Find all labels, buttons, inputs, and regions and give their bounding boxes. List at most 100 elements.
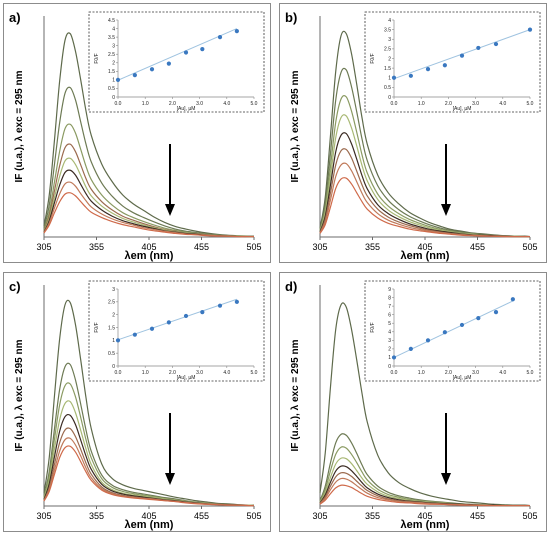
inset-x-tick-label: 4.0	[499, 370, 506, 376]
emission-series-line	[319, 95, 531, 238]
emission-series-line	[43, 427, 255, 507]
inset-data-point	[442, 330, 447, 335]
emission-series-line	[319, 465, 530, 507]
inset-data-point	[234, 299, 239, 304]
x-tick-label: 505	[246, 511, 261, 521]
panel-label: d)	[285, 279, 297, 294]
x-tick-label: 505	[246, 242, 261, 252]
inset-y-axis-label: F0/F	[370, 53, 376, 63]
emission-series-line	[43, 445, 255, 507]
inset-data-point	[149, 326, 155, 331]
inset-data-point	[115, 338, 121, 343]
inset-data-point	[459, 322, 465, 328]
x-tick-label: 455	[470, 511, 485, 521]
inset-x-tick-label: 0.0	[391, 370, 398, 376]
inset-x-tick-label: 0.0	[115, 370, 122, 376]
inset-x-axis-label: [Au], µM	[177, 375, 196, 381]
inset-y-tick-label: 2.5	[108, 52, 115, 58]
inset-y-tick-label: 0.5	[108, 351, 115, 357]
inset-data-point	[510, 297, 515, 302]
inset-x-tick-label: 4.0	[223, 101, 230, 107]
inset-data-point	[391, 355, 397, 360]
x-tick-label: 405	[141, 511, 156, 521]
inset-y-tick-label: 0.5	[384, 85, 391, 91]
inset-y-tick-label: 6	[388, 312, 391, 318]
x-tick-label: 305	[312, 242, 327, 252]
x-tick-label: 405	[417, 511, 432, 521]
inset-data-point	[493, 310, 499, 315]
x-tick-label: 305	[36, 242, 51, 252]
inset-y-tick-label: 3	[388, 37, 391, 43]
inset-data-point	[183, 50, 189, 55]
inset-x-tick-label: 5.0	[251, 101, 258, 107]
inset-x-tick-label: 3.0	[472, 101, 479, 107]
inset-data-point	[217, 35, 223, 40]
x-tick-label: 305	[312, 511, 327, 521]
emission-series-line	[319, 302, 531, 507]
inset-data-point	[234, 29, 239, 34]
panel-label: c)	[9, 279, 21, 294]
inset-x-tick-label: 1.0	[418, 101, 425, 107]
inset-y-tick-label: 0	[388, 364, 391, 370]
inset-y-tick-label: 1	[388, 76, 391, 82]
inset-data-point	[391, 75, 397, 80]
x-tick-label: 405	[141, 242, 156, 252]
inset-x-tick-label: 0.0	[391, 101, 398, 107]
inset-x-tick-label: 2.0	[169, 101, 176, 107]
down-arrow-icon	[165, 204, 175, 216]
inset-y-tick-label: 3	[112, 287, 115, 293]
panel-label: b)	[285, 10, 297, 25]
x-tick-label: 355	[89, 242, 104, 252]
inset-y-tick-label: 4	[388, 330, 391, 336]
emission-spectra-chart: c) IF (u.a.), λ exc = 295 nm 305 355 405 455 5…	[9, 279, 265, 531]
x-tick-label: 505	[522, 242, 537, 252]
inset-y-tick-label: 3.5	[384, 27, 391, 33]
inset-y-axis-label: F0/F	[94, 322, 100, 332]
inset-y-tick-label: 2.5	[384, 47, 391, 53]
x-axis-label: λem (nm)	[125, 250, 174, 262]
emission-series-line	[43, 362, 255, 507]
inset-x-tick-label: 5.0	[527, 101, 534, 107]
inset-y-tick-label: 4	[112, 26, 115, 32]
inset-data-point	[200, 46, 205, 52]
inset-data-point	[217, 303, 223, 308]
inset-data-point	[408, 346, 413, 351]
inset-y-tick-label: 2	[388, 347, 391, 353]
down-arrow-icon	[441, 473, 451, 485]
inset-y-tick-label: 0	[388, 95, 391, 101]
down-arrow-icon	[441, 204, 451, 216]
inset-y-tick-label: 1.5	[108, 69, 115, 75]
inset-trend-line	[117, 298, 238, 341]
inset-y-tick-label: 2	[112, 61, 115, 67]
x-tick-label: 455	[194, 242, 209, 252]
x-tick-label: 455	[470, 242, 485, 252]
emission-series-line	[43, 181, 254, 238]
inset-y-tick-label: 0	[112, 95, 115, 101]
inset-x-tick-label: 4.0	[223, 370, 230, 376]
inset-x-tick-label: 5.0	[251, 370, 258, 376]
chart-panel-d: d) IF (u.a.), λ exc = 295 nm 305 355 405 455 5…	[279, 272, 547, 532]
panel-label: a)	[9, 10, 21, 25]
inset-y-tick-label: 8	[388, 295, 391, 301]
inset-data-point	[493, 41, 499, 47]
x-tick-label: 305	[36, 511, 51, 521]
inset-y-tick-label: 1	[388, 355, 391, 361]
inset-y-tick-label: 3	[112, 43, 115, 49]
inset-y-tick-label: 1	[112, 338, 115, 344]
inset-x-tick-label: 1.0	[418, 370, 425, 376]
inset-y-tick-label: 1.5	[108, 325, 115, 331]
inset-x-tick-label: 1.0	[142, 370, 149, 376]
x-tick-label: 405	[417, 242, 432, 252]
x-tick-label: 505	[522, 511, 537, 521]
inset-data-point	[476, 315, 481, 321]
inset-data-point	[476, 45, 481, 51]
inset-y-tick-label: 7	[388, 304, 391, 310]
inset-y-tick-label: 4.5	[108, 18, 115, 24]
inset-data-point	[149, 67, 155, 72]
y-axis-label: IF (u.a.), λ exc = 295 nm	[14, 339, 25, 451]
emission-series-line	[319, 177, 530, 238]
inset-trend-line	[393, 300, 514, 358]
inset-y-tick-label: 2	[112, 312, 115, 318]
emission-series-line	[319, 114, 530, 238]
x-tick-label: 355	[89, 511, 104, 521]
